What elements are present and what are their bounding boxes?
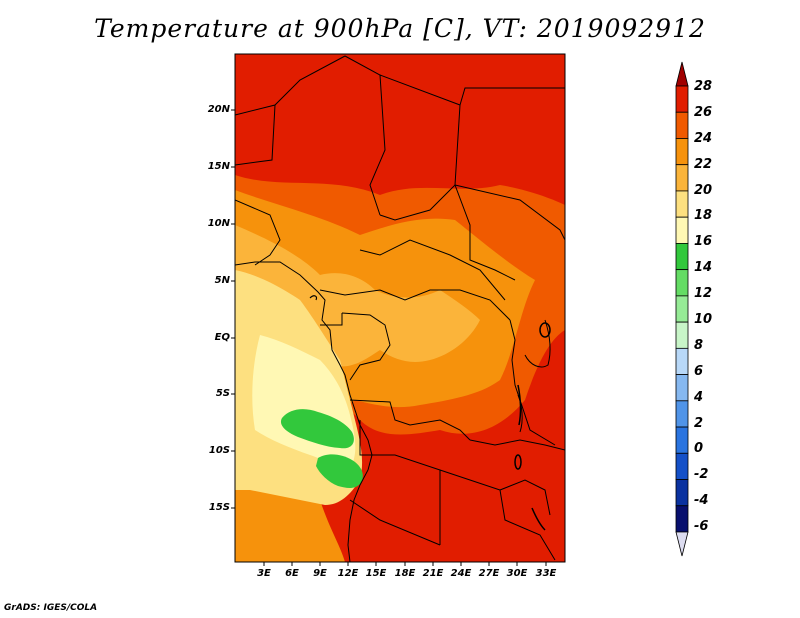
y-tick-label: 10N: [207, 218, 230, 229]
x-tick-label: 3E: [257, 568, 271, 579]
colorbar-label: 24: [694, 131, 713, 146]
colorbar-segment: [675, 243, 689, 271]
chart-title: Temperature at 900hPa [C], VT: 201909291…: [94, 14, 706, 43]
y-tick-label: 20N: [207, 104, 230, 115]
region-14-16-south: [316, 454, 363, 488]
lakes: [514, 322, 551, 531]
y-tick-label: 15S: [208, 502, 230, 513]
colorbar-segment: [675, 216, 689, 244]
colorbar-label: 20: [694, 183, 713, 198]
colorbar-segment: [675, 374, 689, 402]
y-tick-label: 15N: [207, 161, 230, 172]
colorbar-label: 16: [694, 234, 713, 249]
coastline: [235, 261, 373, 562]
y-tick-marks: [231, 109, 235, 509]
x-tick-label: 18E: [394, 568, 416, 579]
temperature-field: [235, 54, 565, 562]
colorbar-segment: [675, 505, 689, 533]
island: [309, 295, 318, 301]
colorbar-label: 26: [694, 105, 713, 120]
colorbar-label: 0: [694, 441, 704, 456]
y-tick-label: EQ: [214, 332, 230, 343]
y-tick-label: 5S: [215, 388, 230, 399]
colorbar-label: 8: [694, 338, 704, 353]
colorbar-segment: [675, 85, 689, 113]
x-tick-label: 6E: [285, 568, 299, 579]
colorbar-segment: [675, 295, 689, 323]
x-tick-label: 30E: [506, 568, 528, 579]
colorbar-segment: [675, 164, 689, 192]
country-borders: [235, 55, 565, 561]
x-tick-label: 24E: [450, 568, 472, 579]
x-tick-label: 15E: [365, 568, 387, 579]
region-14-16-north: [280, 409, 354, 449]
colorbar-label: 14: [694, 260, 713, 275]
colorbar-label: -6: [694, 519, 709, 534]
colorbar-label: 2: [694, 416, 704, 431]
colorbar-label: 12: [694, 286, 713, 301]
x-tick-marks: [263, 562, 547, 566]
colorbar-segment: [675, 138, 689, 166]
colorbar-label: -4: [694, 493, 709, 508]
colorbar-segment: [675, 321, 689, 349]
colorbar-label: 10: [694, 312, 713, 327]
colorbar-segment: [675, 347, 689, 375]
colorbar-bottom-arrow: [675, 531, 689, 557]
map-frame: [234, 53, 566, 563]
colorbar-segment: [675, 479, 689, 507]
colorbar: [675, 61, 689, 557]
colorbar-label: 4: [694, 390, 704, 405]
colorbar-top-arrow: [675, 61, 689, 87]
x-tick-label: 9E: [313, 568, 327, 579]
colorbar-label: 22: [694, 157, 713, 172]
colorbar-segment: [675, 269, 689, 297]
colorbar-segment: [675, 426, 689, 454]
colorbar-segment: [675, 111, 689, 139]
y-tick-label: 10S: [208, 445, 230, 456]
credit-text: GrADS: IGES/COLA: [4, 603, 98, 613]
colorbar-label: -2: [694, 467, 709, 482]
x-tick-label: 33E: [535, 568, 557, 579]
colorbar-segment: [675, 452, 689, 480]
colorbar-segment: [675, 190, 689, 218]
region-20-22-south: [235, 470, 345, 562]
x-tick-label: 27E: [478, 568, 500, 579]
x-tick-label: 12E: [337, 568, 359, 579]
colorbar-label: 18: [694, 208, 713, 223]
colorbar-label: 28: [694, 79, 713, 94]
colorbar-segment: [675, 400, 689, 428]
y-tick-label: 5N: [214, 275, 230, 286]
x-tick-label: 21E: [422, 568, 444, 579]
colorbar-label: 6: [694, 364, 704, 379]
